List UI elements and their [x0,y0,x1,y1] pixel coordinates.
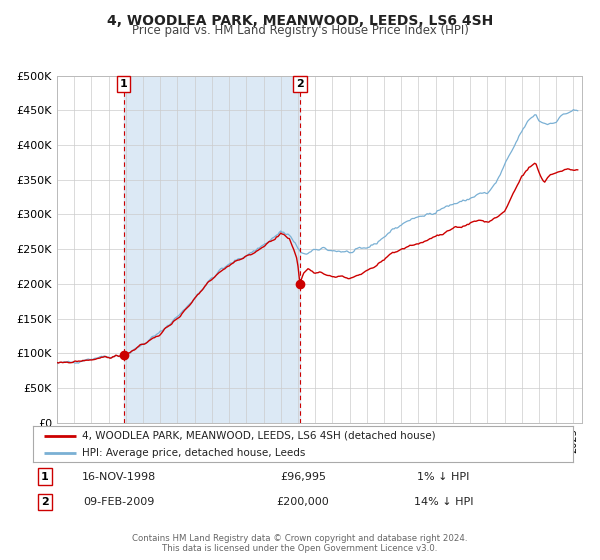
Text: 2: 2 [296,79,304,89]
Text: 09-FEB-2009: 09-FEB-2009 [84,497,155,507]
Text: 14% ↓ HPI: 14% ↓ HPI [413,497,473,507]
Text: 1: 1 [120,79,128,89]
Bar [124,76,300,423]
Text: 2: 2 [41,497,49,507]
Text: 1: 1 [41,472,49,482]
Text: 4, WOODLEA PARK, MEANWOOD, LEEDS, LS6 4SH (detached house): 4, WOODLEA PARK, MEANWOOD, LEEDS, LS6 4S… [82,431,435,441]
Text: HPI: Average price, detached house, Leeds: HPI: Average price, detached house, Leed… [82,448,305,458]
Text: 1% ↓ HPI: 1% ↓ HPI [417,472,470,482]
Text: £200,000: £200,000 [277,497,329,507]
Text: Price paid vs. HM Land Registry's House Price Index (HPI): Price paid vs. HM Land Registry's House … [131,24,469,37]
Text: 16-NOV-1998: 16-NOV-1998 [82,472,157,482]
Text: £96,995: £96,995 [280,472,326,482]
Text: 4, WOODLEA PARK, MEANWOOD, LEEDS, LS6 4SH: 4, WOODLEA PARK, MEANWOOD, LEEDS, LS6 4S… [107,14,493,28]
Text: Contains HM Land Registry data © Crown copyright and database right 2024.
This d: Contains HM Land Registry data © Crown c… [132,534,468,553]
